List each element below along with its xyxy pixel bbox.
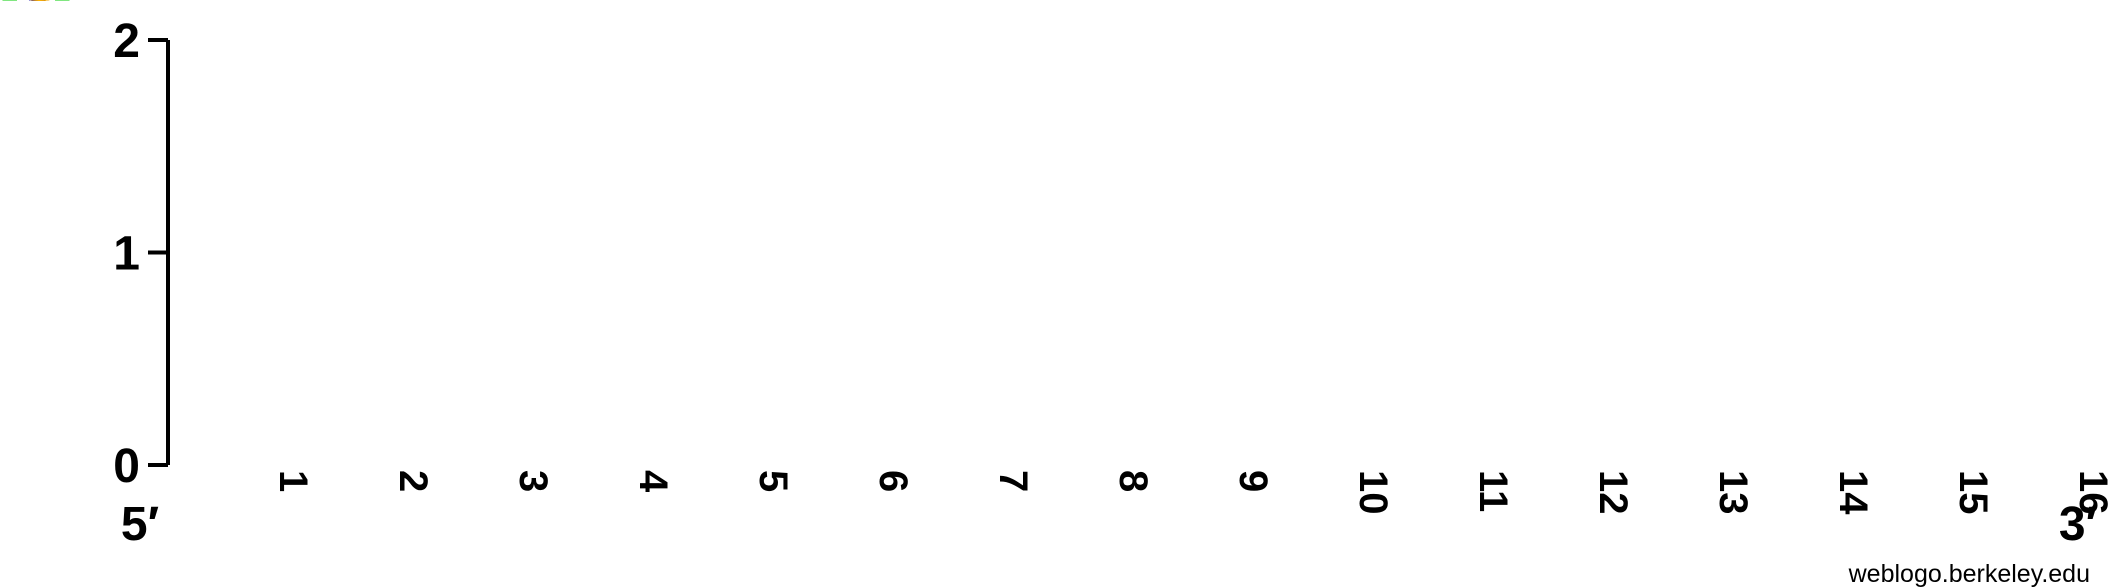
stack-6: GCA (0, 0, 78, 22)
letter-T: T (0, 0, 61, 22)
letter-G: G (0, 0, 78, 22)
x-tick-label: 3 (511, 470, 555, 492)
three-prime-label: 3′ (2059, 498, 2097, 551)
letter-A: A (0, 0, 72, 22)
letter-G: G (0, 0, 78, 22)
letter-C: C (0, 0, 72, 22)
y-ticks: 0 1 2 (113, 15, 168, 493)
x-tick-label: 2 (391, 470, 435, 492)
y-tick-label: 1 (113, 228, 140, 281)
x-tick-label: 9 (1231, 470, 1275, 492)
x-tick-label: 12 (1591, 470, 1635, 515)
letter-stacks: CTGAATCGCATCATGCATGATCGATCACTAATCG (0, 0, 78, 22)
x-tick-label: 10 (1351, 470, 1395, 515)
x-tick-label: 8 (1111, 470, 1155, 492)
x-tick-label: 11 (1471, 470, 1515, 512)
x-tick-labels: 1 2 3 4 5 6 7 8 9 10 11 12 13 14 15 16 (271, 470, 2115, 515)
x-tick-label: 16 (2071, 470, 2115, 515)
letter-T: T (0, 0, 61, 22)
x-tick-label: 6 (871, 470, 915, 492)
letter-T: T (0, 0, 61, 22)
stack-12: TCA (0, 0, 72, 22)
stack-8: TGCA (0, 0, 78, 22)
letter-A: A (0, 0, 72, 22)
letter-A: A (0, 0, 72, 22)
letter-C: C (0, 0, 72, 22)
y-tick-label: 0 (113, 440, 140, 493)
stack-10: TC (0, 0, 72, 22)
letter-A: A (0, 0, 72, 22)
letter-T: T (0, 0, 61, 22)
stack-13: CTA (0, 0, 72, 22)
stack-9: TGA (0, 0, 78, 22)
x-tick-label: 14 (1831, 470, 1875, 515)
x-tick-label: 15 (1951, 470, 1995, 515)
letter-A: A (0, 0, 72, 22)
five-prime-label: 5′ (121, 498, 159, 551)
credit-text: weblogo.berkeley.edu (1848, 560, 2090, 588)
letter-C: C (0, 0, 72, 22)
letter-A: A (0, 0, 72, 22)
stack-5: ATC (0, 0, 72, 22)
letter-C: C (0, 0, 72, 22)
letter-G: G (0, 0, 78, 22)
letter-T: T (0, 0, 61, 22)
x-tick-label: 1 (271, 470, 315, 492)
letter-G: G (0, 0, 78, 22)
letter-C: C (0, 0, 72, 22)
x-tick-label: 5 (751, 470, 795, 492)
letter-T: T (0, 0, 61, 22)
letter-G: G (0, 0, 78, 22)
letter-G: G (0, 0, 78, 22)
stack-14: ATCG (0, 0, 78, 22)
stack-11: GA (0, 0, 78, 22)
letter-C: C (0, 0, 72, 22)
letter-T: T (0, 0, 61, 22)
y-tick-label: 2 (113, 15, 140, 68)
letter-C: C (0, 0, 72, 22)
letter-A: A (0, 0, 72, 22)
x-tick-label: 4 (631, 470, 675, 493)
letter-A: A (0, 0, 72, 22)
x-tick-label: 13 (1711, 470, 1755, 515)
stack-7: TCA (0, 0, 72, 22)
letter-A: A (0, 0, 72, 22)
letter-C: C (0, 0, 72, 22)
letter-T: T (0, 0, 61, 22)
x-tick-label: 7 (991, 470, 1035, 492)
letter-A: A (0, 0, 72, 22)
stack-3: CTGA (0, 0, 78, 22)
letter-T: T (0, 0, 61, 22)
y-axis: 0 1 2 (113, 15, 170, 493)
letter-C: C (0, 0, 72, 22)
